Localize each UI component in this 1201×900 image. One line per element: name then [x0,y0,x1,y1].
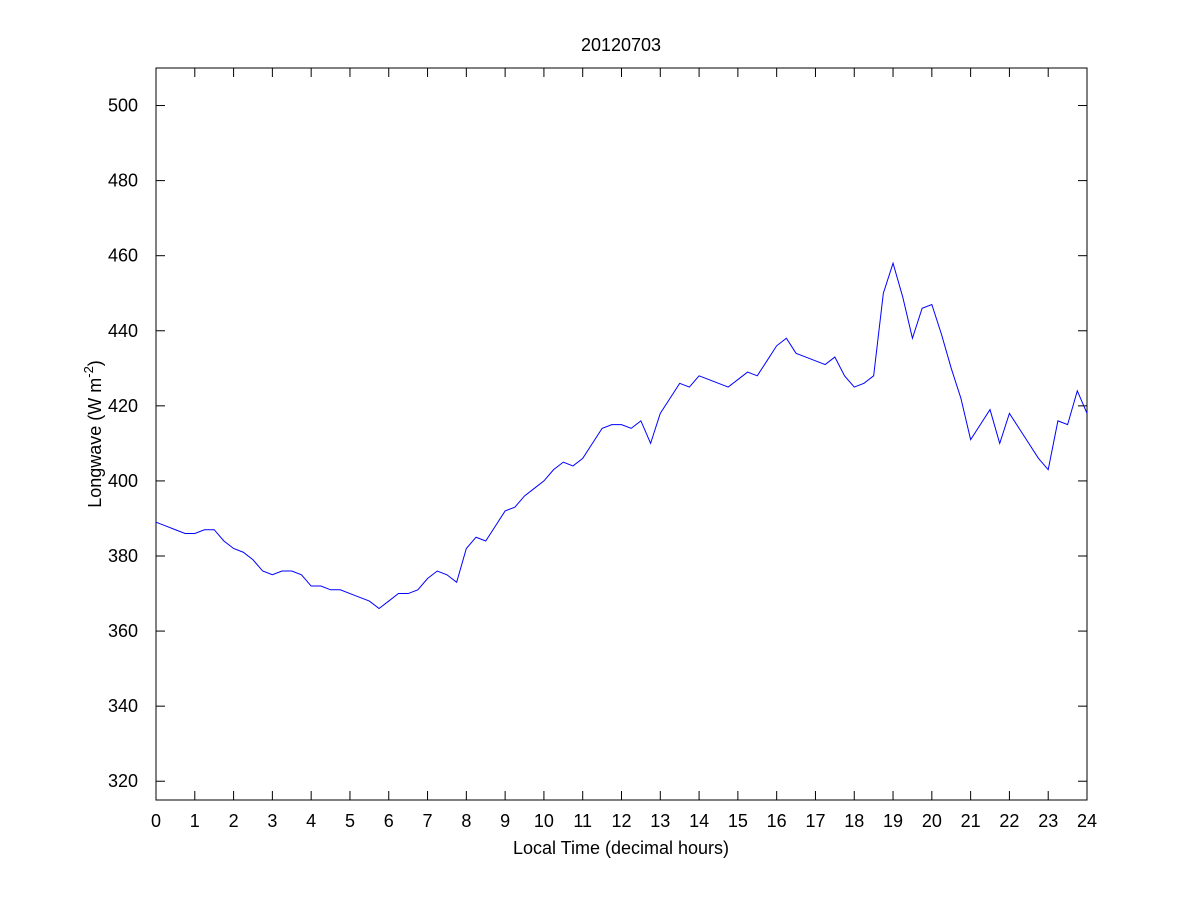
data-line [155,261,1088,610]
x-tick-label: 23 [1038,811,1058,831]
x-tick-label: 14 [689,811,709,831]
x-tick-label: 7 [423,811,433,831]
x-tick-label: 17 [805,811,825,831]
x-tick-label: 10 [534,811,554,831]
x-tick-label: 0 [151,811,161,831]
y-tick-label: 400 [108,471,138,491]
x-tick-label: 16 [767,811,787,831]
x-tick-label: 24 [1077,811,1097,831]
x-tick-label: 1 [190,811,200,831]
x-tick-label: 5 [345,811,355,831]
x-tick-label: 11 [573,811,592,831]
y-tick-label: 340 [108,696,138,716]
x-tick-label: 13 [650,811,670,831]
y-axis-label-sup: -2 [81,366,96,378]
x-tick-label: 18 [844,811,864,831]
x-tick-label: 22 [999,811,1019,831]
x-tick-label: 4 [306,811,316,831]
x-tick-label: 2 [229,811,239,831]
x-tick-label: 19 [883,811,903,831]
x-axis-label: Local Time (decimal hours) [513,838,729,858]
x-tick-label: 21 [961,811,981,831]
x-tick-label: 3 [267,811,277,831]
x-tick-label: 12 [611,811,631,831]
y-axis-label: Longwave (W m-2) [81,360,105,508]
y-tick-label: 320 [108,771,138,791]
y-tick-label: 440 [108,321,138,341]
x-tick-label: 20 [922,811,942,831]
x-tick-label: 15 [728,811,748,831]
y-tick-label: 500 [108,96,138,116]
x-tick-label: 8 [461,811,471,831]
y-tick-label: 360 [108,621,138,641]
y-tick-label: 420 [108,396,138,416]
chart-title: 20120703 [581,35,661,55]
y-axis-label-part: ) [85,360,105,366]
y-tick-label: 460 [108,246,138,266]
x-tick-label: 6 [384,811,394,831]
y-axis-label-part: Longwave (W m [85,378,105,508]
x-tick-label: 9 [500,811,510,831]
y-tick-label: 480 [108,171,138,191]
plot-area [155,67,1088,801]
y-tick-label: 380 [108,546,138,566]
